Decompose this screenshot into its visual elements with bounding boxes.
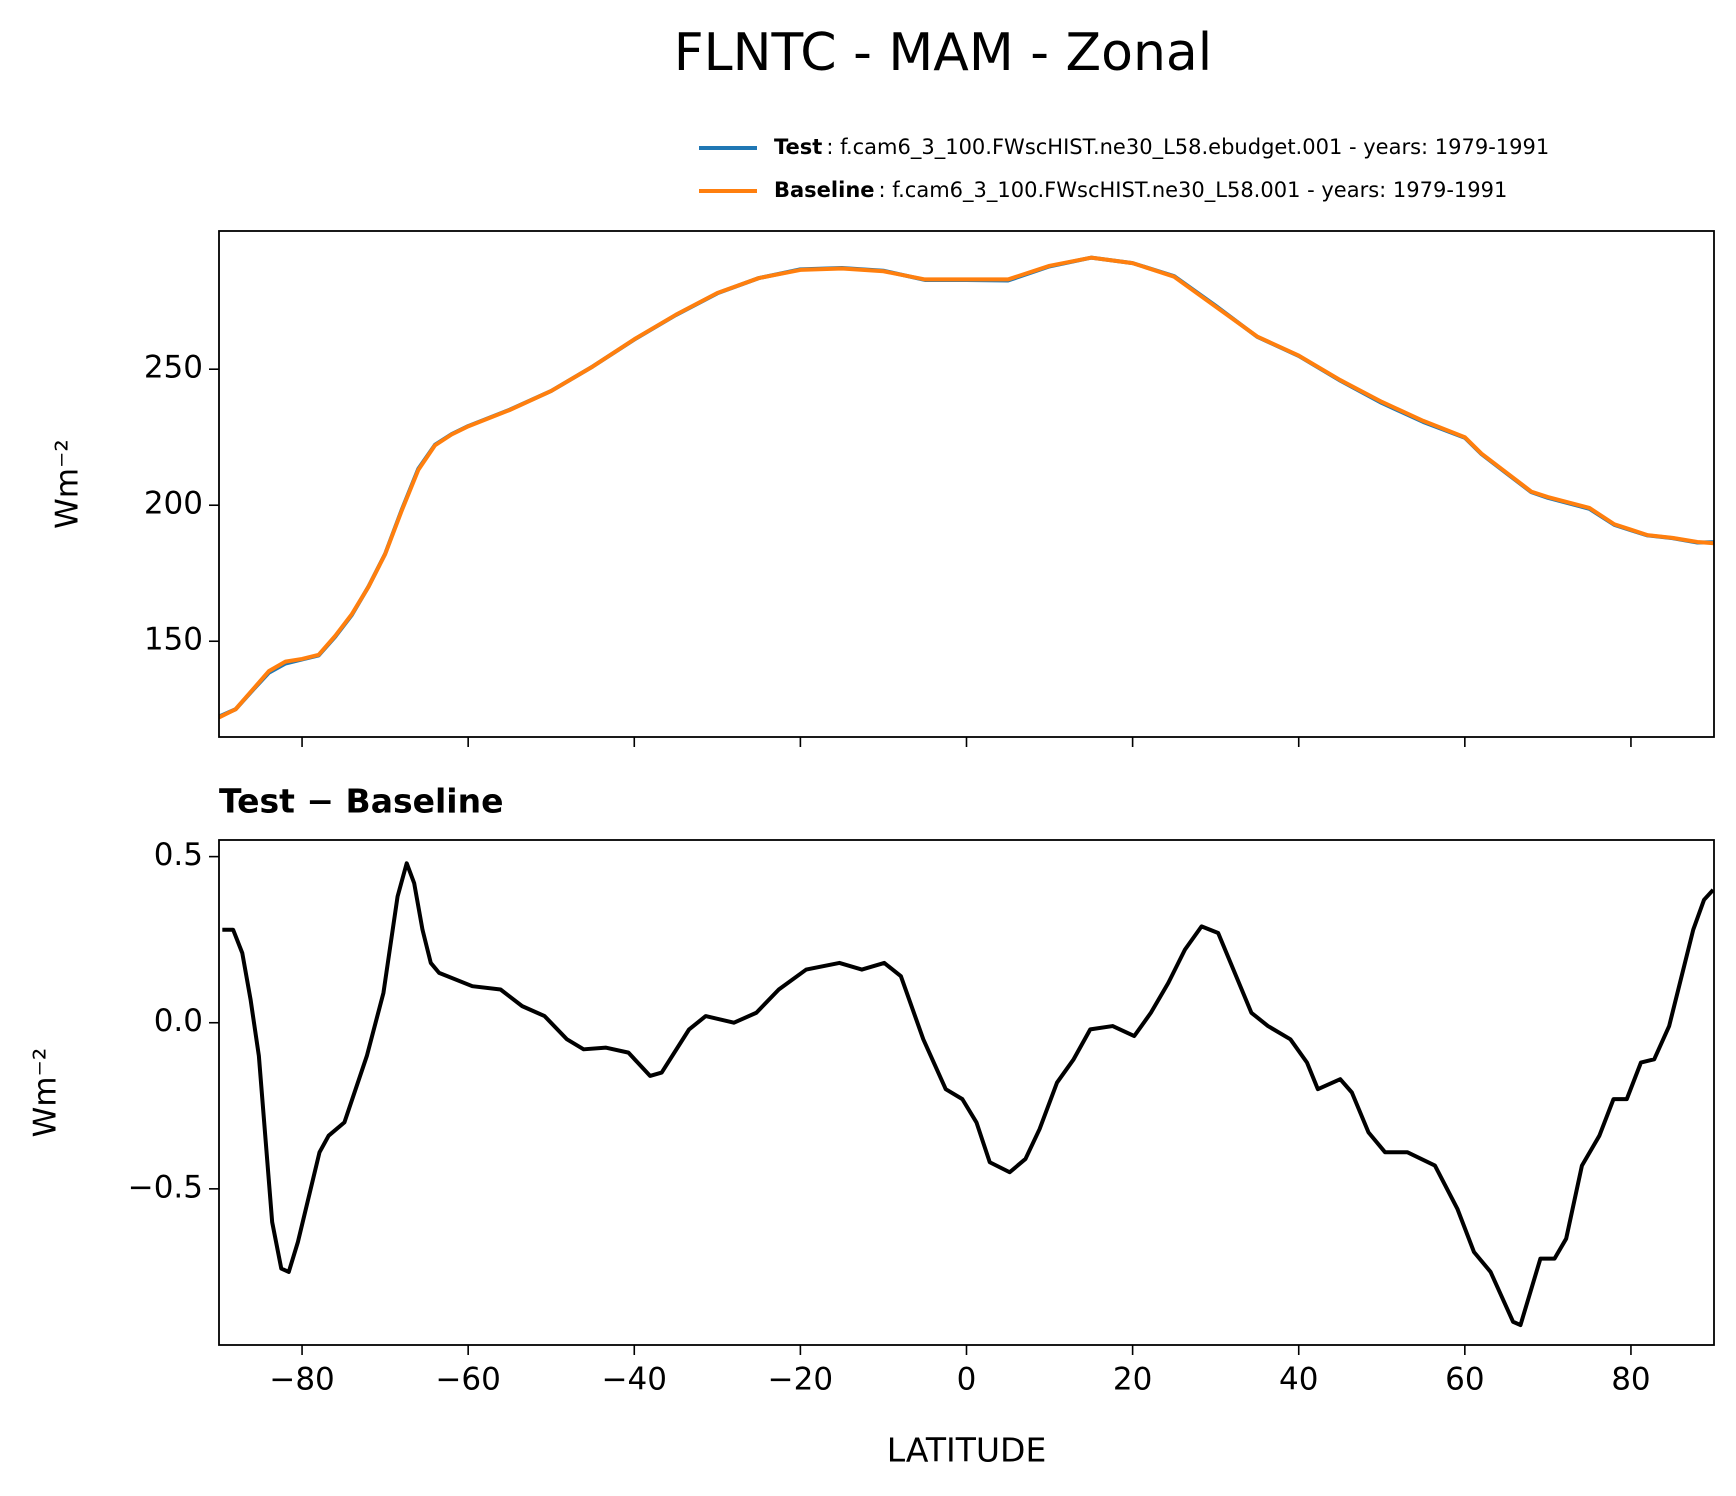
legend-name: Baseline <box>774 178 875 202</box>
x-tick-label: 0 <box>957 1362 977 1398</box>
data-line <box>219 255 1714 719</box>
x-tick-label: 20 <box>1113 1362 1152 1398</box>
y-tick-label: 0.5 <box>154 837 203 873</box>
chart-title: FLNTC - MAM - Zonal <box>674 23 1212 83</box>
x-tick-label: −40 <box>602 1362 667 1398</box>
legend-entry: Baseline: f.cam6_3_100.FWscHIST.ne30_L58… <box>774 178 1507 203</box>
x-tick-label: −60 <box>435 1362 500 1398</box>
y-tick-label: −0.5 <box>128 1169 203 1205</box>
legend-name: Test <box>774 135 822 159</box>
axes-frame <box>218 230 1715 738</box>
x-tick-label: 60 <box>1445 1362 1484 1398</box>
legend-description: : f.cam6_3_100.FWscHIST.ne30_L58.001 - y… <box>879 178 1508 203</box>
legend-description: : f.cam6_3_100.FWscHIST.ne30_L58.ebudget… <box>826 135 1549 160</box>
y-tick-label: 200 <box>144 486 203 522</box>
data-line <box>219 255 1714 720</box>
y-tick-label: 0.0 <box>154 1003 203 1039</box>
legend-entry: Test: f.cam6_3_100.FWscHIST.ne30_L58.ebu… <box>774 135 1549 160</box>
y-axis-label: Wm⁻² <box>28 1048 64 1138</box>
y-axis-label: Wm⁻² <box>50 439 86 529</box>
x-tick-label: −80 <box>269 1362 334 1398</box>
x-axis-label: LATITUDE <box>887 1431 1047 1470</box>
y-tick-label: 150 <box>144 622 203 658</box>
x-tick-label: −20 <box>768 1362 833 1398</box>
x-tick-label: 80 <box>1611 1362 1650 1398</box>
y-tick-label: 250 <box>144 350 203 386</box>
subtitle: Test − Baseline <box>219 782 504 821</box>
x-tick-label: 40 <box>1279 1362 1318 1398</box>
data-line <box>222 861 1714 1328</box>
axes-frame <box>218 839 1715 1346</box>
